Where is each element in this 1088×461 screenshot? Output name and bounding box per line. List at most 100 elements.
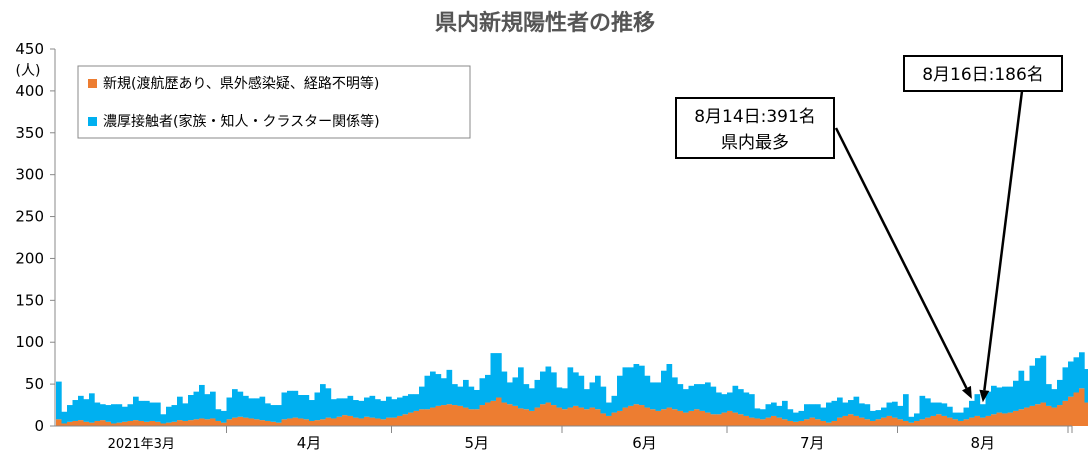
bar-new — [595, 409, 601, 426]
bar-new — [754, 418, 761, 426]
bar-contact — [1013, 380, 1019, 411]
bar-contact — [650, 382, 656, 410]
bar-contact — [985, 391, 992, 416]
bar-new — [320, 419, 326, 426]
bar-contact — [320, 384, 326, 420]
bar-contact — [424, 375, 431, 410]
bar-contact — [699, 384, 706, 411]
bar-contact — [1018, 370, 1025, 410]
bar-contact — [380, 400, 387, 420]
bar-contact — [309, 400, 315, 421]
bar-contact — [727, 392, 733, 411]
bar-new — [864, 419, 871, 426]
bar-new — [963, 419, 970, 426]
bar-contact — [749, 394, 755, 418]
bar-contact — [210, 391, 216, 419]
bar-contact — [991, 385, 997, 415]
bar-contact — [622, 367, 629, 408]
bar-new — [611, 412, 618, 426]
bar-new — [991, 414, 997, 426]
bar-new — [386, 417, 392, 426]
bar-new — [897, 419, 904, 426]
bar-new — [804, 419, 810, 426]
bar-contact — [1068, 361, 1074, 397]
bar-contact — [479, 378, 486, 406]
bar-new — [1068, 396, 1074, 426]
bar-contact — [375, 399, 381, 419]
bar-new — [710, 414, 717, 426]
bar-new — [204, 419, 211, 426]
bar-new — [254, 419, 260, 426]
bar-new — [562, 409, 568, 426]
bar-contact — [468, 386, 475, 410]
bar-new — [149, 420, 156, 426]
bar-new — [138, 420, 145, 426]
y-tick-label: 300 — [15, 166, 44, 184]
bar-contact — [529, 388, 535, 411]
bar-new — [782, 419, 788, 426]
bar-contact — [292, 390, 299, 418]
bar-contact — [314, 392, 321, 421]
x-month-label: 2021年3月 — [108, 437, 175, 452]
bar-new — [886, 415, 893, 426]
bar-new — [265, 420, 271, 426]
bar-contact — [430, 371, 436, 408]
bar-contact — [694, 384, 700, 410]
bar-new — [144, 421, 150, 426]
bar-new — [314, 420, 321, 426]
bar-new — [551, 405, 557, 426]
bar-new — [666, 407, 673, 426]
bar-contact — [804, 404, 810, 420]
bar-new — [1018, 409, 1025, 426]
bar-new — [441, 405, 447, 426]
bar-new — [842, 415, 849, 426]
bar-contact — [815, 404, 821, 420]
bar-new — [270, 421, 277, 426]
bar-contact — [100, 404, 106, 421]
bar-contact — [908, 416, 915, 423]
bar-contact — [886, 402, 893, 416]
bar-contact — [496, 353, 502, 398]
bar-new — [193, 419, 200, 426]
bar-new — [496, 397, 502, 426]
bar-contact — [639, 365, 645, 406]
bar-contact — [771, 402, 777, 416]
bar-contact — [155, 402, 161, 422]
bar-new — [765, 417, 772, 426]
bar-new — [1079, 388, 1085, 426]
bar-new — [556, 407, 563, 426]
bar-new — [771, 415, 777, 426]
y-tick-label: 350 — [15, 124, 44, 142]
bar-contact — [1057, 379, 1063, 406]
bar-contact — [732, 385, 739, 413]
bar-contact — [628, 367, 634, 406]
bar-new — [281, 419, 288, 426]
bar-contact — [149, 402, 156, 421]
bar-new — [661, 409, 667, 426]
bar-contact — [864, 404, 871, 420]
bar-new — [226, 419, 233, 426]
bar-new — [776, 417, 783, 426]
bar-new — [727, 410, 733, 426]
bar-new — [215, 420, 222, 426]
bar-new — [903, 420, 909, 426]
bar-new — [413, 410, 420, 426]
bar-contact — [952, 412, 959, 420]
legend-label-new: 新規(渡航歴あり、県外感染疑、経路不明等) — [103, 75, 379, 92]
y-axis-unit: (人) — [16, 63, 41, 79]
bar-contact — [545, 366, 552, 403]
legend-label-contact: 濃厚接触者(家族・知人・クラスター関係等) — [103, 113, 380, 130]
bar-new — [182, 420, 189, 426]
bar-contact — [215, 409, 222, 421]
bar-contact — [105, 405, 112, 422]
bar-new — [859, 417, 865, 426]
bar-new — [375, 418, 381, 426]
bar-new — [61, 423, 68, 426]
bar-new — [94, 420, 101, 426]
bar-new — [303, 419, 310, 426]
x-month-label: 8月 — [970, 434, 995, 452]
bar-contact — [166, 406, 172, 423]
bar-contact — [1046, 384, 1052, 406]
bar-new — [391, 417, 398, 426]
bar-new — [529, 410, 535, 426]
